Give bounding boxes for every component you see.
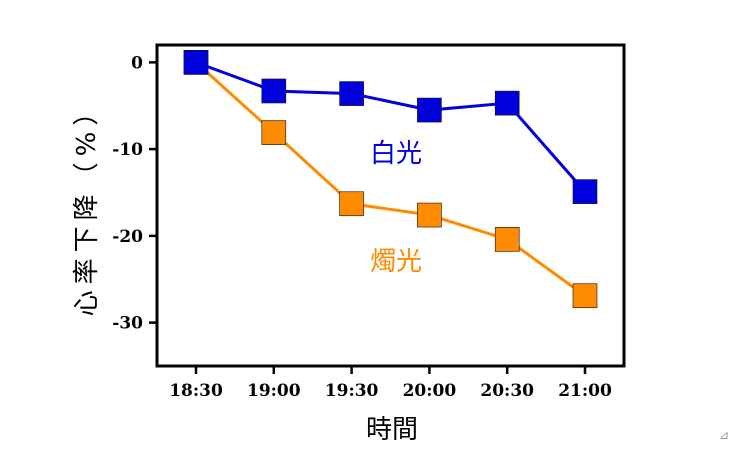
series-label: 燭光	[370, 247, 422, 277]
series-label: 白光	[370, 139, 422, 169]
y-axis-title: 心率下降（%）	[72, 94, 102, 317]
x-axis: 18:30 19:00 19:30 20:00 20:30 21:00	[169, 366, 612, 401]
y-tick-label: -20	[112, 227, 143, 247]
data-point	[494, 227, 520, 252]
y-tick-label: -30	[112, 314, 143, 334]
data-point	[339, 191, 364, 217]
x-tick-label: 20:00	[403, 381, 457, 401]
data-point	[417, 202, 442, 228]
x-tick-label: 19:00	[247, 381, 301, 401]
data-point	[183, 50, 209, 75]
data-point	[261, 78, 287, 104]
x-tick-label: 18:30	[169, 381, 223, 401]
corner-mark: ⊿	[719, 428, 730, 442]
x-tick-label: 19:30	[325, 381, 379, 401]
y-tick-label: 0	[131, 53, 143, 73]
series-layer	[183, 50, 598, 309]
y-tick-label: -10	[112, 140, 143, 160]
plot-frame	[155, 43, 626, 368]
x-axis-title: 時間	[366, 415, 418, 445]
data-point	[339, 81, 364, 106]
data-point	[494, 90, 520, 116]
series-line	[194, 61, 586, 297]
series-line	[195, 60, 587, 193]
series-0	[183, 50, 598, 204]
data-point	[261, 120, 287, 145]
data-point	[572, 179, 598, 204]
x-tick-label: 21:00	[558, 381, 612, 401]
data-point	[572, 283, 598, 309]
x-tick-label: 20:30	[480, 381, 534, 401]
data-point	[417, 97, 442, 123]
y-axis: 0 -10 -20 -30	[112, 53, 157, 334]
